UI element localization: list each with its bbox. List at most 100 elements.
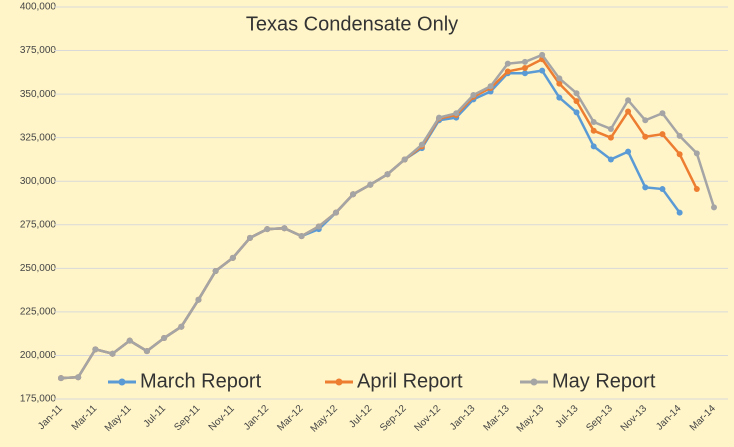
data-point (659, 131, 666, 138)
data-point (401, 156, 408, 163)
y-tick-label: 275,000 (20, 219, 57, 230)
data-point (504, 68, 511, 75)
chart-title: Texas Condensate Only (246, 13, 458, 35)
data-point (659, 186, 666, 193)
data-point (693, 186, 700, 193)
x-tick-label: Mar-14 (688, 403, 718, 433)
data-point (350, 191, 357, 198)
data-point (676, 132, 683, 139)
data-point (212, 267, 219, 274)
x-tick-label: Sep-13 (584, 403, 615, 434)
legend-label: March Report (140, 370, 262, 392)
data-point (453, 110, 460, 117)
data-point (281, 225, 288, 232)
data-point (642, 133, 649, 140)
data-point (521, 58, 528, 65)
data-point (676, 151, 683, 158)
data-point (711, 204, 717, 211)
x-tick-label: Jan-12 (242, 403, 272, 433)
data-point (521, 70, 528, 77)
data-point (298, 233, 305, 240)
data-point (625, 148, 632, 155)
data-point (384, 171, 391, 178)
data-point (161, 335, 168, 342)
x-tick-label: Nov-13 (619, 403, 650, 434)
data-point (539, 51, 546, 58)
data-point (109, 350, 116, 357)
y-tick-label: 175,000 (20, 394, 57, 405)
data-point (367, 181, 374, 188)
x-tick-label: Nov-11 (207, 403, 237, 433)
x-tick-label: Mar-11 (70, 403, 100, 433)
x-tick-label: Jan-11 (36, 403, 65, 432)
x-tick-label: Sep-11 (172, 403, 202, 433)
x-tick-label: May-13 (515, 403, 547, 435)
data-point (693, 150, 700, 157)
data-point (315, 223, 322, 230)
y-tick-label: 250,000 (20, 263, 57, 274)
data-point (573, 109, 580, 116)
data-point (75, 374, 82, 381)
legend-marker (530, 378, 538, 386)
legend-entry: April Report (325, 370, 463, 392)
data-point (58, 375, 64, 382)
y-tick-label: 375,000 (20, 45, 57, 56)
legend-marker (335, 378, 343, 386)
x-tick-label: Mar-12 (275, 403, 305, 433)
data-point (573, 98, 580, 105)
data-point (607, 125, 614, 132)
y-tick-label: 325,000 (20, 132, 57, 143)
data-point (521, 64, 528, 71)
x-tick-label: Mar-13 (482, 403, 512, 433)
data-point (625, 97, 632, 104)
x-tick-label: May-12 (309, 403, 341, 435)
data-point (625, 108, 632, 115)
data-point (590, 127, 597, 134)
data-point (143, 348, 150, 355)
legend-marker (118, 378, 126, 386)
data-point (504, 60, 511, 67)
data-point (642, 117, 649, 124)
data-point (556, 75, 563, 82)
x-tick-label: Jan-14 (654, 403, 684, 433)
series-line (60, 53, 716, 380)
data-point (418, 141, 425, 148)
legend-label: April Report (357, 370, 463, 392)
data-point (126, 337, 133, 344)
data-point (607, 156, 614, 163)
y-tick-label: 200,000 (20, 350, 57, 361)
data-point (92, 346, 99, 353)
x-tick-label: Jan-13 (448, 403, 478, 433)
data-point (229, 254, 236, 261)
series-line (60, 57, 698, 380)
data-point (470, 91, 477, 98)
data-point (642, 184, 649, 191)
data-point (573, 90, 580, 97)
data-point (178, 323, 185, 330)
data-point (659, 110, 666, 117)
y-tick-label: 400,000 (20, 2, 57, 13)
x-tick-label: Sep-12 (378, 403, 409, 434)
data-point (539, 67, 546, 74)
data-point (607, 134, 614, 141)
x-tick-label: Jul-13 (553, 403, 580, 430)
data-point (556, 80, 563, 87)
x-tick-label: Jul-11 (142, 403, 169, 430)
legend-entry: March Report (108, 370, 262, 392)
legend-label: May Report (552, 370, 656, 392)
y-tick-label: 300,000 (20, 176, 57, 187)
data-point (264, 226, 271, 233)
data-point (556, 94, 563, 101)
data-point (590, 118, 597, 125)
data-point (590, 143, 597, 150)
data-point (195, 296, 202, 303)
x-tick-label: May-11 (103, 403, 134, 434)
y-tick-label: 350,000 (20, 89, 57, 100)
y-tick-label: 225,000 (20, 307, 57, 318)
legend-entry: May Report (520, 370, 656, 392)
data-point (332, 209, 339, 216)
data-point (487, 83, 494, 90)
data-point (247, 234, 254, 241)
data-point (676, 209, 683, 216)
